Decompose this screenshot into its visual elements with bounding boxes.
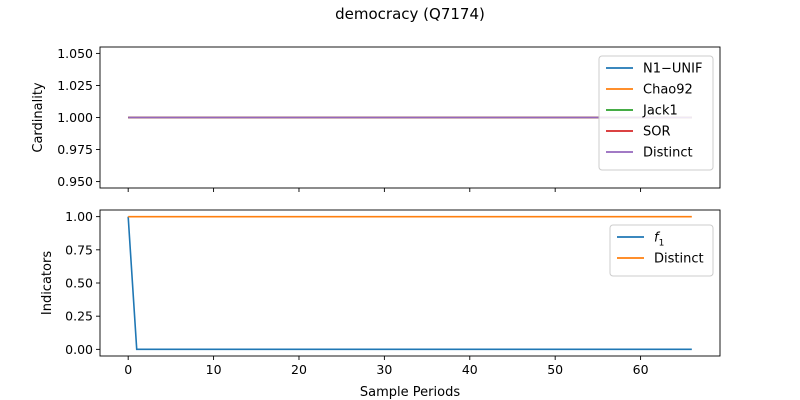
legend: N1−UNIF Chao92 Jack1 SOR Distinct [598,55,714,171]
y-tick-label: 0.00 [65,342,93,357]
x-tick-label: 50 [547,362,563,377]
legend-label: Jack1 [642,104,678,119]
x-tick-label: 60 [633,362,649,377]
legend-label: Chao92 [643,83,693,98]
figure-title: democracy (Q7174) [335,5,485,23]
legend-label: SOR [643,125,671,140]
legend-label-subscript: 1 [659,239,665,249]
legend-box [609,224,714,277]
x-tick-label: 40 [462,362,478,377]
legend-label: f1 [654,231,664,249]
series-line-f1 [127,216,692,351]
x-tick-label: 10 [206,362,222,377]
indicators-panel: 0.00 0.25 0.50 0.75 1.00 0 10 20 30 40 50 60 Indicat… [40,209,721,400]
x-tick-label: 20 [291,362,307,377]
y-tick-label: 0.75 [65,242,93,257]
y-tick-label: 0.50 [65,276,93,291]
y-axis-label: Indicators [40,251,55,315]
y-tick-label: 1.025 [57,78,93,93]
y-tick-label: 0.975 [57,142,93,157]
legend-box [598,55,714,171]
x-tick-label: 0 [124,362,132,377]
y-tick-label: 0.950 [57,174,93,189]
y-tick-label: 1.000 [57,110,93,125]
cardinality-panel: 0.950 0.975 1.000 1.025 1.050 Cardinality N1−U… [31,46,721,192]
y-tick-label: 1.00 [65,209,93,224]
legend: f1 Distinct [609,224,714,277]
y-tick-label: 0.25 [65,309,93,324]
y-axis-label: Cardinality [31,82,46,153]
x-tick-label: 30 [376,362,392,377]
legend-label: N1−UNIF [643,62,702,77]
y-tick-label: 1.050 [57,46,93,61]
legend-label: Distinct [654,252,704,267]
x-axis-label: Sample Periods [360,385,460,400]
legend-label: Distinct [643,146,693,161]
